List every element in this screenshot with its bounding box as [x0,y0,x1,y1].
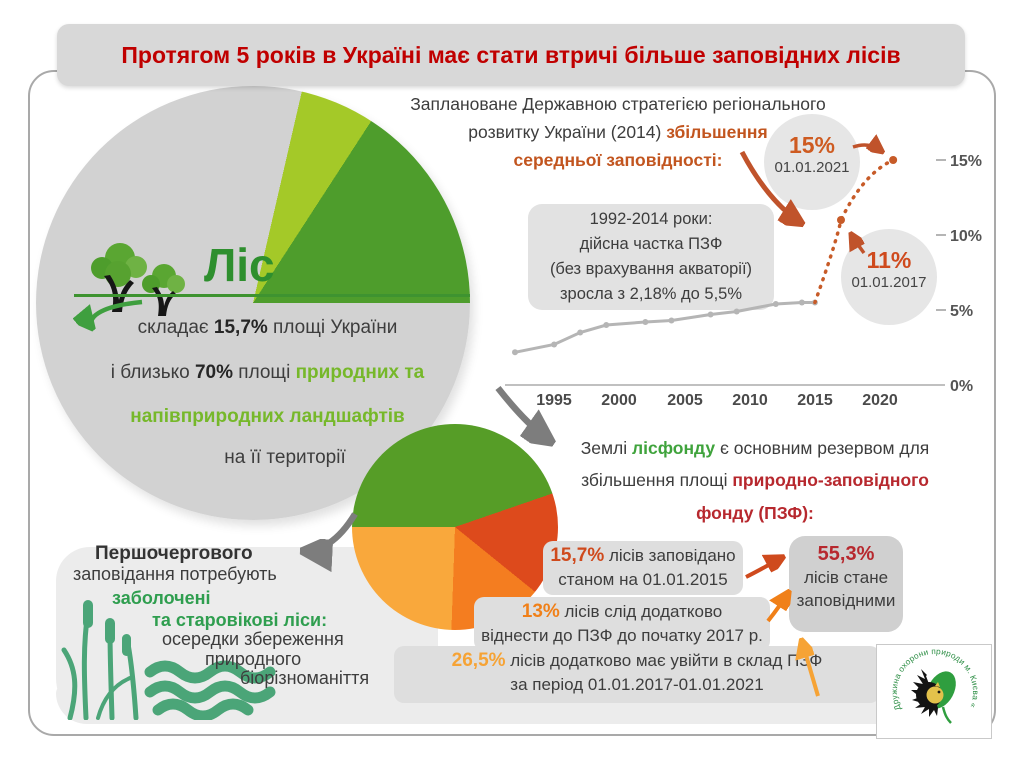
text-highlight: лісфонду [632,438,716,458]
stat-value: 26,5% [451,650,506,671]
ngo-logo-box: Дружина охорони природи м. Києва «Зелене… [874,637,992,739]
history-info-box: 1992-2014 роки: дійсна частка ПЗФ (без в… [528,204,774,310]
target-2017-callout: 11% 01.01.2017 [841,229,937,325]
wetland-reeds-icon [61,600,276,720]
lisfond-line3: фонду (ПЗФ): [696,503,814,523]
info-line: дійсна частка ПЗФ [579,235,723,253]
text: лісів слід додатково [559,602,723,621]
strategy-line3: середньої заповідності: [513,150,723,170]
priority-line5: осередки збереження [162,629,344,649]
lisfond-line1: Землі лісфонду є основним резервом для [555,438,955,459]
green-divider-line [74,294,470,297]
forest-share-value: 15,7% [213,317,268,338]
strategy-line1: Заплановане Державною стратегією регіона… [410,94,826,114]
text: лісів заповідано [604,546,736,565]
stat-box-2015: 15,7% лісів заповідано станом на 01.01.2… [543,541,743,595]
priority-line7: біорізноманіття [240,668,370,688]
result-box: 55,3% лісів стане заповідними [789,536,903,632]
text: Землі [580,438,632,458]
priority-line2: заповідання потребують [73,564,277,584]
ngo-logo: Дружина охорони природи м. Києва «Зелене… [874,637,981,724]
target-2017-percent: 11% [866,247,912,273]
title-banner: Протягом 5 років в Україні має стати втр… [57,24,965,86]
hedgehog-with-leaf-icon [911,669,956,724]
territory-line: на її території [224,447,346,468]
priority-line4: та старовікові ліси: [152,610,328,630]
trees-icon [91,243,185,316]
text: збільшення площі [581,470,733,490]
landscape-line2: напівприродних ландшафтів [130,406,405,427]
text: розвитку України (2014) [468,122,667,142]
lisfond-line2: збільшення площі природно-заповідного [555,470,955,491]
priority-line6: природного [205,649,302,669]
target-2017-date: 01.01.2017 [851,274,927,291]
forest-share-line: складає 15,7% площі України [75,317,460,339]
text: площі [233,362,296,383]
landscape-share-line: і близько 70% площі природних та [75,362,460,384]
text: лісів додатково має увійти в склад ПЗФ [505,651,823,670]
strategy-line2: розвитку України (2014) збільшення [398,122,838,143]
forest-brand-label: Ліс [204,239,275,291]
text: складає [137,317,214,338]
text: станом на 01.01.2015 [558,570,728,589]
landscape-share-value: 70% [194,362,233,383]
text: заповідними [796,591,896,610]
info-line: 1992-2014 роки: [589,210,713,228]
forest-fund-pie-chart [352,424,558,630]
text-highlight: природних та [295,362,425,383]
result-percent: 55,3% [817,543,875,565]
text-highlight: природно-заповідного [732,470,929,490]
info-line: зросла з 2,18% до 5,5% [559,285,743,303]
text: лісів стане [803,568,889,587]
priority-line3: заболочені [112,588,211,608]
text-highlight: збільшення [666,122,768,142]
text: є основним резервом для [715,438,930,458]
text: віднести до ПЗФ до початку 2017 р. [481,626,763,645]
stat-box-2017: 13% лісів слід додатково віднести до ПЗФ… [474,597,770,651]
text: і близько [110,362,195,383]
stat-value: 13% [521,601,560,622]
stat-box-2021: 26,5% лісів додатково має увійти в склад… [394,646,880,703]
text: площі України [267,317,398,338]
page-title: Протягом 5 років в Україні має стати втр… [121,41,901,68]
info-line: (без врахування акваторії) [549,260,753,278]
text: за період 01.01.2017-01.01.2021 [510,675,764,694]
stat-value: 15,7% [550,545,605,566]
priority-line1: Першочергового [95,543,253,564]
